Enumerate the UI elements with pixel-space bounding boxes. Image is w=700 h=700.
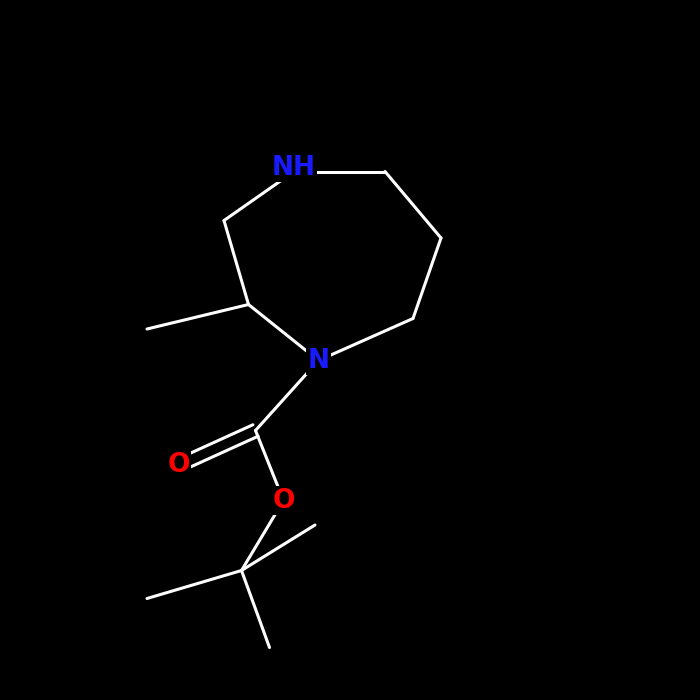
- Text: N: N: [307, 347, 330, 374]
- Text: O: O: [272, 487, 295, 514]
- Text: NH: NH: [272, 155, 316, 181]
- Text: O: O: [167, 452, 190, 479]
